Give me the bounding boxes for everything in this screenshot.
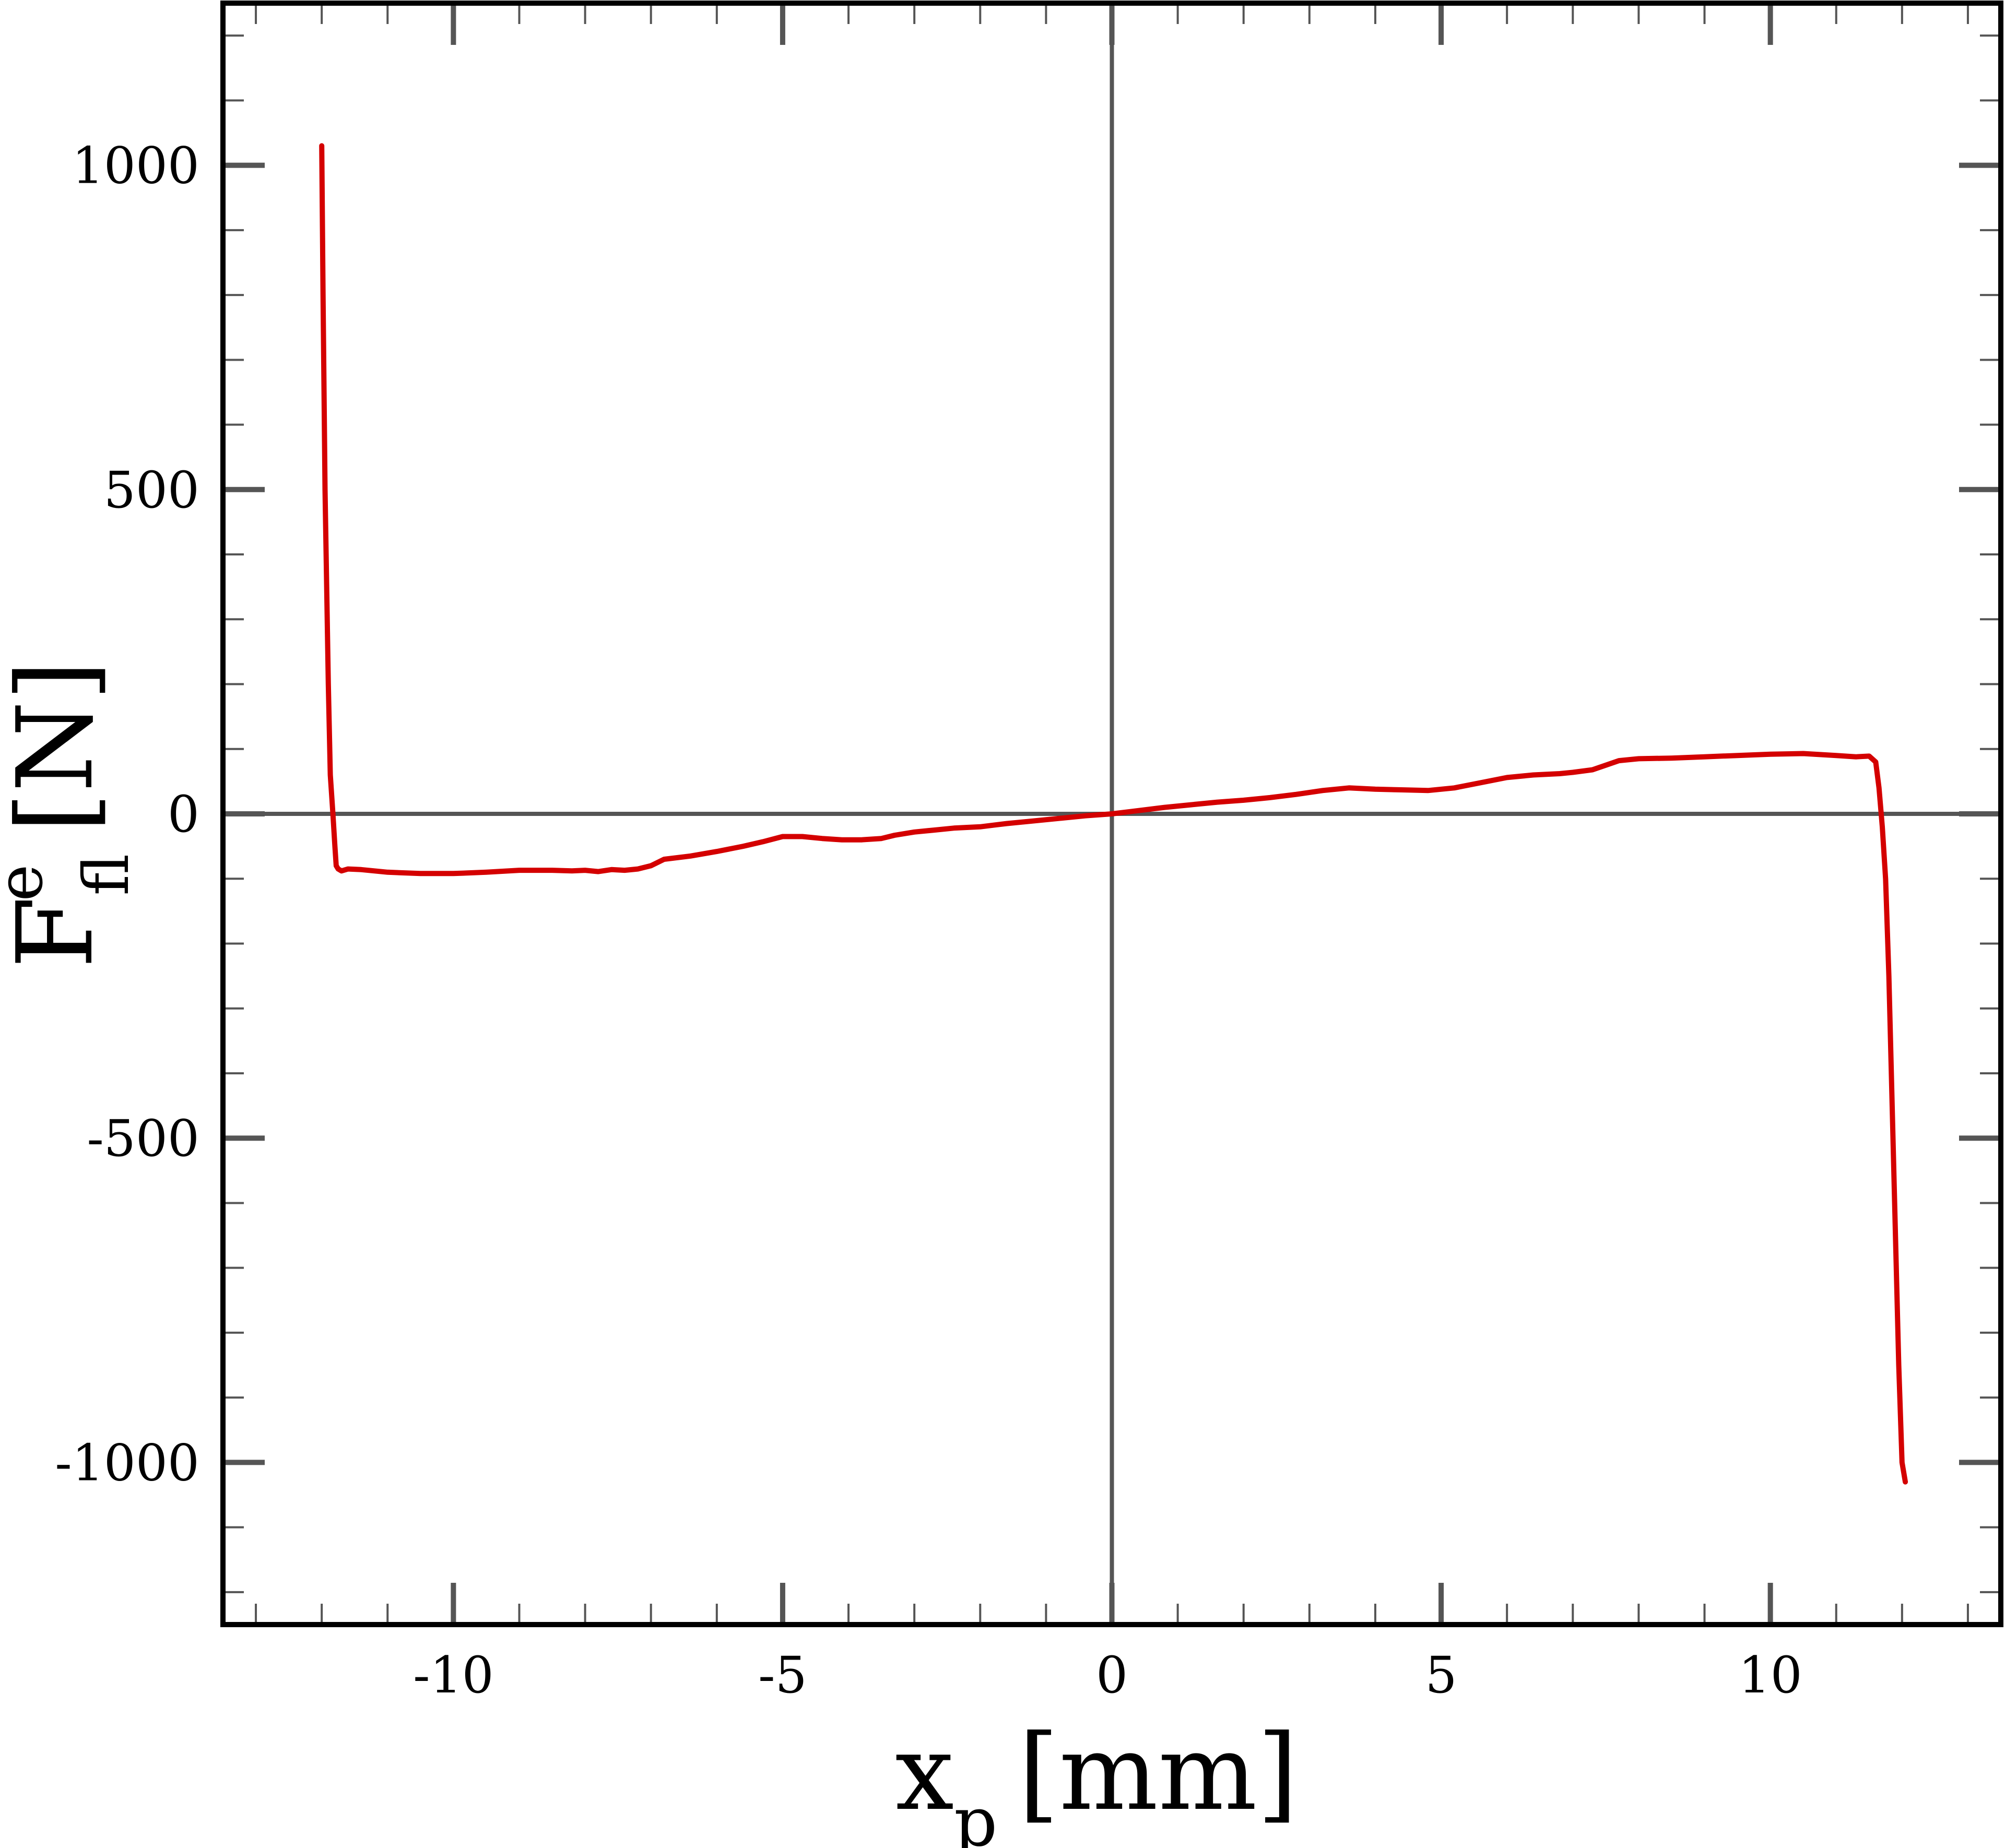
- x-tick-label: 5: [1425, 1646, 1457, 1704]
- y-tick-label: 0: [168, 785, 199, 844]
- minor-ticks: [223, 3, 2001, 1625]
- y-axis-label-sup: e: [0, 864, 57, 902]
- series-line: [319, 143, 1908, 1485]
- x-tick-label: -10: [413, 1646, 494, 1704]
- y-axis-label-sub: fl: [70, 854, 143, 896]
- x-tick-label: 10: [1739, 1646, 1802, 1704]
- y-tick-label: 1000: [72, 137, 199, 195]
- x-tick-label: -5: [758, 1646, 807, 1704]
- x-tick-label: 0: [1096, 1646, 1128, 1704]
- y-tick-label: 500: [104, 461, 199, 519]
- y-tick-labels: 1000 500 0 -500 -1000: [55, 137, 199, 1492]
- x-axis-label-unit: [mm]: [1018, 1712, 1298, 1834]
- x-axis-label: xp [mm]: [895, 1712, 1298, 1848]
- y-axis-label-main: F: [0, 896, 116, 969]
- x-tick-labels: -10 -5 0 5 10: [413, 1646, 1802, 1704]
- plot-frame: [220, 1, 2003, 1627]
- y-axis-label-unit: [N]: [0, 660, 116, 833]
- x-axis-label-main: x: [895, 1712, 954, 1834]
- y-tick-label: -500: [87, 1109, 199, 1168]
- x-axis-label-sub: p: [954, 1782, 997, 1848]
- y-tick-label: -1000: [55, 1434, 199, 1492]
- y-axis-label: Fefl [N]: [0, 660, 143, 969]
